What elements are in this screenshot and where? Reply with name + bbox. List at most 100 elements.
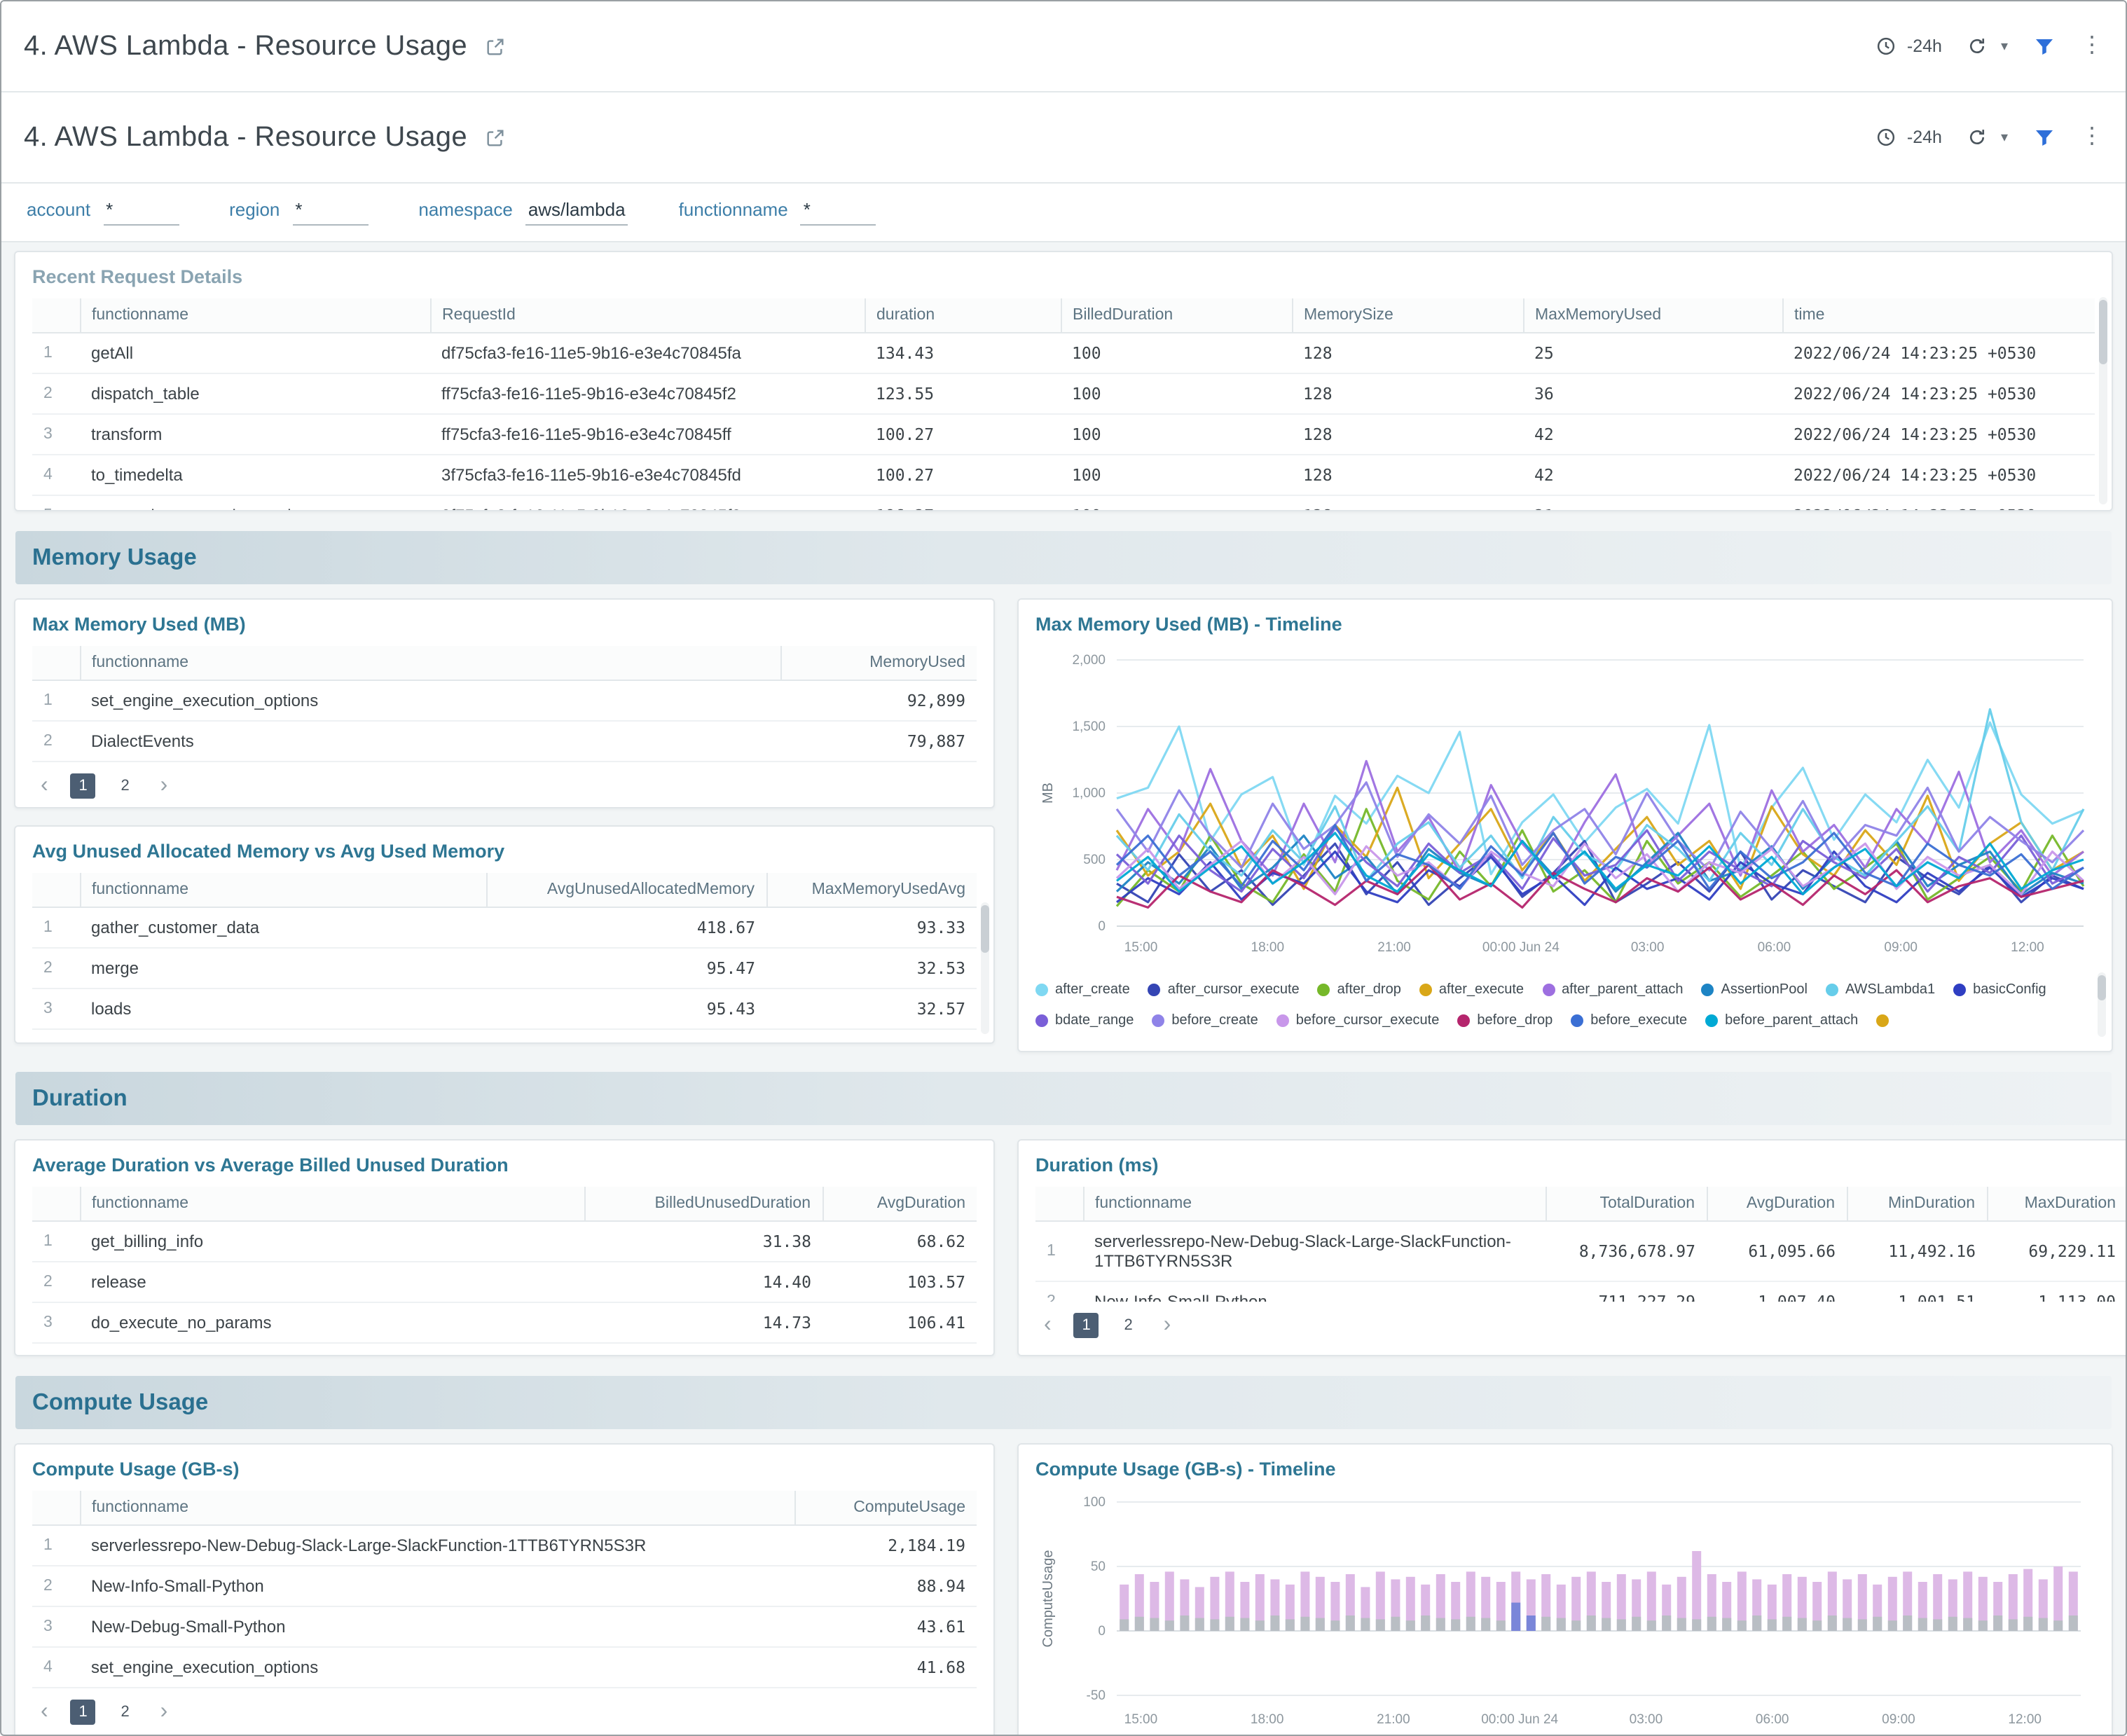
legend-dot xyxy=(1705,1014,1719,1026)
row-index: 1 xyxy=(32,1525,80,1566)
cell-MinDuration: 1,001.51 xyxy=(1847,1281,1987,1302)
legend-item-before_execute[interactable]: before_execute xyxy=(1571,1009,1687,1031)
legend-scrollbar xyxy=(2098,972,2106,1037)
vertical-scrollbar xyxy=(981,902,989,1034)
column-header-ComputeUsage: ComputeUsage xyxy=(794,1491,977,1526)
chart-legend: after_create after_cursor_execute after_dr… xyxy=(1035,970,2095,1040)
pagination-prev[interactable]: ‹ xyxy=(41,1700,48,1723)
cell-ComputeUsage: 2,184.19 xyxy=(794,1525,977,1566)
filter-account-input[interactable]: * xyxy=(103,199,179,226)
svg-text:500: 500 xyxy=(1083,853,1106,867)
cell-BilledDuration: 100 xyxy=(1061,414,1292,455)
panel-max-memory-timeline: Max Memory Used (MB) - Timeline 0 500 1,00… xyxy=(1017,598,2113,1052)
filter-namespace-input[interactable]: aws/lambda xyxy=(525,199,628,226)
row-index: 2 xyxy=(32,721,80,762)
pagination-prev[interactable]: ‹ xyxy=(1044,1313,1052,1337)
row-index: 2 xyxy=(32,373,80,415)
column-header-BilledDuration: BilledDuration xyxy=(1060,298,1292,333)
row-index: 1 xyxy=(1035,1221,1083,1282)
kebab-menu-icon[interactable]: ⋮ xyxy=(2081,125,2103,149)
svg-text:MB: MB xyxy=(1040,783,1056,804)
cell-MemorySize: 128 xyxy=(1292,373,1523,415)
table-row: 2 DialectEvents 79,887 xyxy=(32,721,977,762)
column-header-functionname: functionname xyxy=(79,298,430,333)
svg-text:12:00: 12:00 xyxy=(2011,940,2044,955)
filter-icon[interactable] xyxy=(2030,123,2058,151)
share-icon[interactable] xyxy=(481,33,508,60)
legend-item-basicConfig[interactable]: basicConfig xyxy=(1953,978,2046,1000)
pagination-page-1[interactable]: 1 xyxy=(70,773,96,799)
dashboard-header-outer: 4. AWS Lambda - Resource Usage -24h ▾ ⋮ xyxy=(1,1,2126,92)
svg-text:1,500: 1,500 xyxy=(1072,719,1106,734)
pagination-prev[interactable]: ‹ xyxy=(41,773,48,797)
legend-item-after_create[interactable]: after_create xyxy=(1035,978,1130,1000)
legend-item-bdate_range[interactable]: bdate_range xyxy=(1035,1009,1134,1031)
refresh-button[interactable]: ▾ xyxy=(1964,34,2008,59)
legend-dot xyxy=(1152,1014,1165,1026)
legend-item-after_parent_attach[interactable]: after_parent_attach xyxy=(1542,978,1684,1000)
time-range-button[interactable]: -24h xyxy=(1873,125,1942,150)
time-range-label: -24h xyxy=(1906,128,1942,147)
svg-text:00:00 Jun 24: 00:00 Jun 24 xyxy=(1482,940,1560,955)
legend-item-after_execute[interactable]: after_execute xyxy=(1419,978,1524,1000)
cell-AvgDuration: 61,095.66 xyxy=(1707,1221,1847,1282)
pagination-next[interactable]: › xyxy=(1163,1313,1171,1337)
kebab-menu-icon[interactable]: ⋮ xyxy=(2081,34,2103,57)
legend-item-before_cursor_execute[interactable]: before_cursor_execute xyxy=(1276,1009,1439,1031)
legend-item-before_create[interactable]: before_create xyxy=(1152,1009,1258,1031)
panel-title: Max Memory Used (MB) - Timeline xyxy=(1035,614,1342,635)
table-row: 4 to_timedelta 3f75cfa3-fe16-11e5-9b16-e3e… xyxy=(32,455,2095,496)
cell-duration: 196.27 xyxy=(865,495,1061,510)
pagination-page-2[interactable]: 2 xyxy=(121,1704,130,1721)
column-header-time: time xyxy=(1782,298,2095,333)
pagination-page-2[interactable]: 2 xyxy=(121,778,130,794)
legend-dot xyxy=(1035,1014,1048,1026)
refresh-button[interactable]: ▾ xyxy=(1964,125,2008,150)
pagination-page-1[interactable]: 1 xyxy=(70,1700,96,1725)
legend-item-before_parent_attach[interactable]: before_parent_attach xyxy=(1705,1009,1858,1031)
row-index: 2 xyxy=(32,1566,80,1607)
table-row: 1 serverlessrepo-New-Debug-Slack-Large-Sl… xyxy=(32,1525,977,1566)
legend-item-before_drop[interactable]: before_drop xyxy=(1457,1009,1553,1031)
memory-timeline-chart[interactable]: 0 500 1,000 1,500 2,000 15:00 18:00 21:00 00:00 … xyxy=(1035,646,2095,963)
legend-item-overflow xyxy=(1876,1009,1985,1031)
row-index: 1 xyxy=(32,1221,80,1262)
legend-item-AssertionPool[interactable]: AssertionPool xyxy=(1701,978,1808,1000)
filter-functionname-input[interactable]: * xyxy=(800,199,876,226)
compute-usage-table: functionname ComputeUsage 1 serverlessrepo-… xyxy=(32,1491,977,1688)
cell-functionname: New-Debug-Small-Python xyxy=(80,1606,794,1648)
pagination-page-1[interactable]: 1 xyxy=(1073,1313,1099,1338)
panel-title: Avg Unused Allocated Memory vs Avg Used … xyxy=(32,841,505,862)
pagination-next[interactable]: › xyxy=(160,1700,168,1723)
cell-time: 2022/06/24 14:23:25 +0530 xyxy=(1782,333,2095,374)
legend-item-after_cursor_execute[interactable]: after_cursor_execute xyxy=(1148,978,1300,1000)
filter-icon[interactable] xyxy=(2030,32,2058,60)
compute-usage-timeline-chart[interactable]: -50 0 50 100 15:00 18:00 21:00 00:00 Jun 24 03:0… xyxy=(1035,1491,2095,1736)
legend-item-after_drop[interactable]: after_drop xyxy=(1317,978,1401,1000)
pagination-page-2[interactable]: 2 xyxy=(1124,1317,1133,1334)
filter-region-input[interactable]: * xyxy=(292,199,369,226)
column-header-MaxDuration: MaxDuration xyxy=(1986,1187,2126,1222)
row-index-header xyxy=(32,298,80,333)
scrollbar-thumb[interactable] xyxy=(2099,300,2107,364)
svg-text:18:00: 18:00 xyxy=(1251,1712,1284,1727)
scrollbar-thumb[interactable] xyxy=(981,905,989,953)
table-row: 2 New-Info-Small-Python 88.94 xyxy=(32,1566,977,1607)
legend-item-AWSLambda1[interactable]: AWSLambda1 xyxy=(1825,978,1935,1000)
scrollbar-thumb[interactable] xyxy=(2098,975,2106,1000)
pagination-next[interactable]: › xyxy=(160,773,168,797)
time-range-button[interactable]: -24h xyxy=(1873,34,1942,59)
panel-max-memory-used: Max Memory Used (MB) functionname MemoryU… xyxy=(14,598,995,808)
panel-title: Recent Request Details xyxy=(32,266,243,287)
share-icon[interactable] xyxy=(481,124,508,151)
svg-text:03:00: 03:00 xyxy=(1630,1712,1663,1727)
legend-dot xyxy=(1701,983,1714,996)
cell-RequestId: 3f75cfa3-fe16-11e5-9b16-e3e4c70845fd xyxy=(430,455,865,496)
cell-time: 2022/06/24 14:23:25 +0530 xyxy=(1782,495,2095,510)
table-row: 1 serverlessrepo-New-Debug-Slack-Large-Sl… xyxy=(1035,1221,2126,1282)
cell-MaxMemoryUsedAvg: 93.33 xyxy=(766,907,977,949)
row-index: 1 xyxy=(32,907,80,949)
column-header-MaxMemoryUsed: MaxMemoryUsed xyxy=(1522,298,1782,333)
section-header-duration: Duration xyxy=(15,1072,2112,1125)
